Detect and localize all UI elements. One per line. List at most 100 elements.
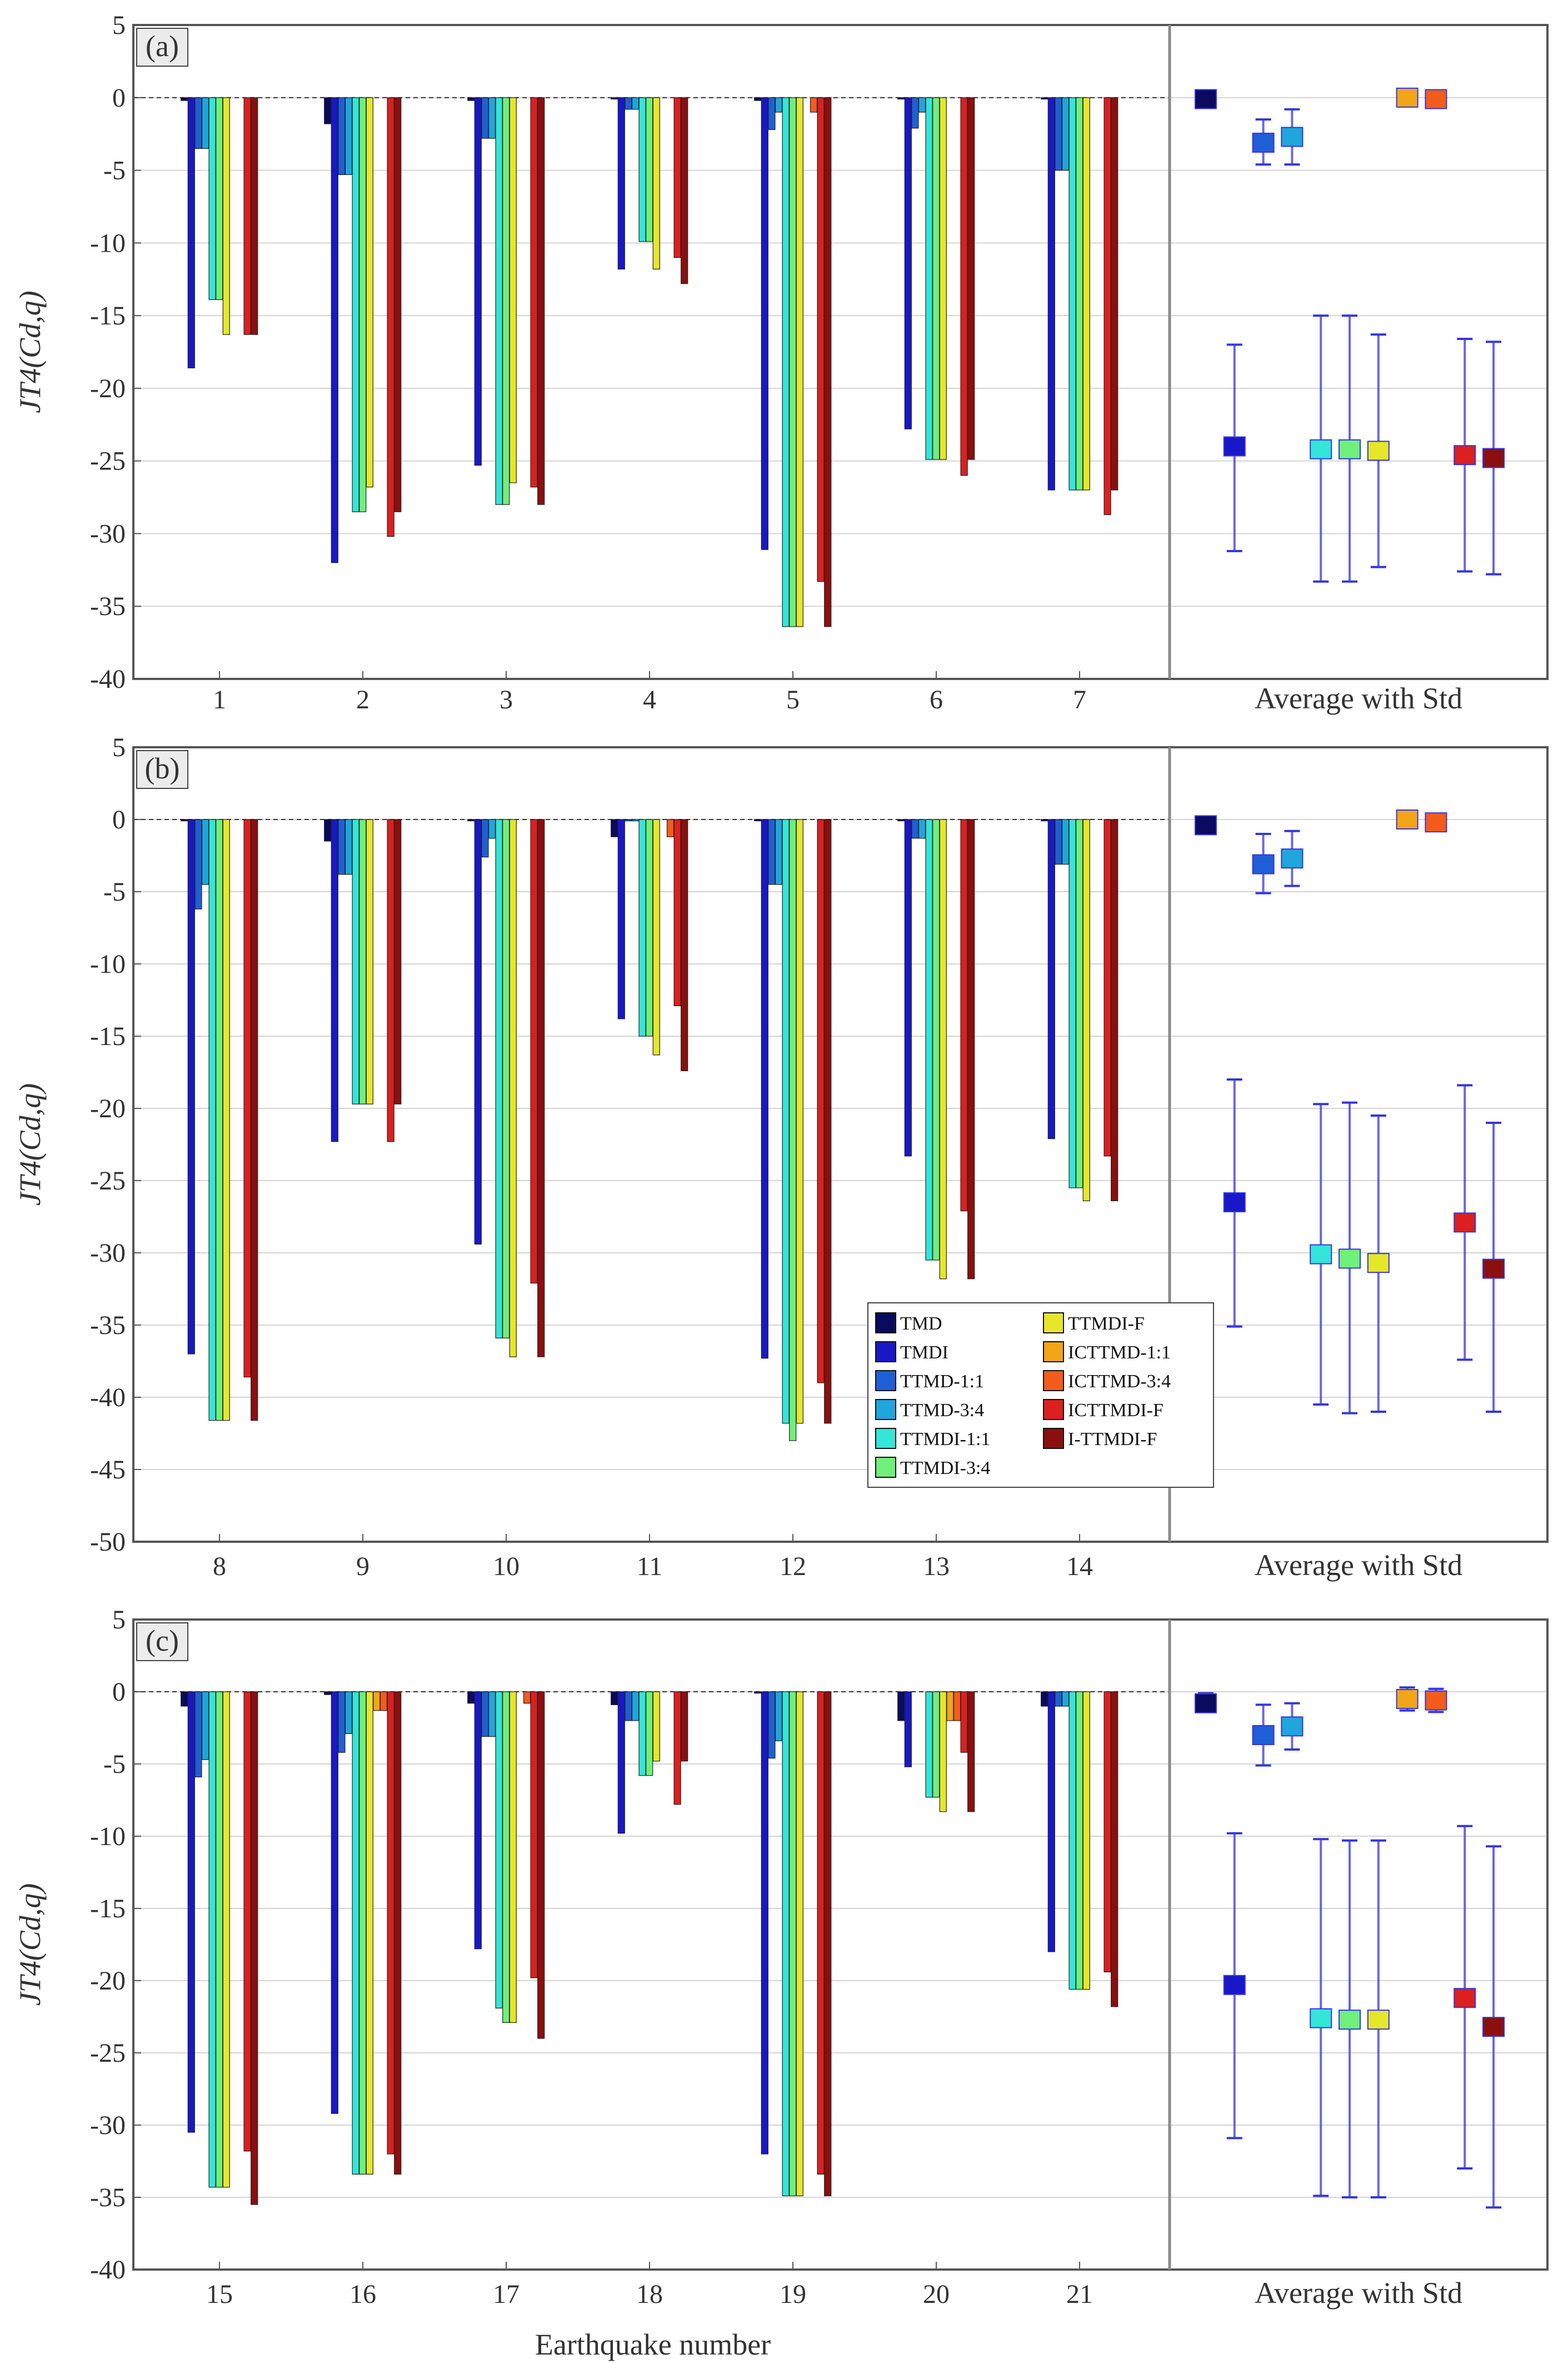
bar-ttmdi-f-eq4 (652, 97, 660, 270)
bar-tmdi-eq3 (474, 97, 482, 466)
legend-swatch-tmd (875, 1312, 896, 1333)
bar-ttmdi-3-4-eq18 (646, 1691, 653, 1776)
x-tick-label: 15 (206, 2280, 233, 2309)
bar-ttmdi-f-eq17 (509, 1691, 517, 2023)
mean-marker-icttmd-1-1 (1396, 1689, 1419, 1709)
bar-tmd-eq4 (611, 97, 618, 99)
bar-i-ttmdi-f-eq15 (251, 1691, 258, 2205)
y-tick-label: -40 (90, 2255, 126, 2285)
bar-tmdi-eq4 (617, 97, 625, 270)
bar-tmdi-eq6 (904, 97, 912, 429)
bar-ttmd-1-1-eq5 (768, 97, 776, 130)
bar-tmd-eq16 (324, 1691, 332, 1695)
bar-ttmd-3-4-eq6 (918, 97, 926, 113)
bar-tmdi-eq20 (904, 1691, 912, 1767)
x-tick-label: 17 (493, 2280, 520, 2309)
bar-ttmdi-f-eq16 (366, 1691, 373, 2175)
bar-ttmd-3-4-eq7 (1061, 97, 1070, 171)
bar-ttmd-3-4-eq17 (488, 1691, 496, 1737)
bar-icttmdi-f-eq21 (1103, 1691, 1111, 1972)
bar-tmd-eq18 (611, 1691, 618, 1705)
bar-i-ttmdi-f-eq11 (681, 819, 688, 1071)
bar-ttmdi-1-1-eq14 (1068, 819, 1076, 1188)
bar-ttmd-1-1-eq3 (481, 97, 489, 139)
mean-marker-icttmd-3-4 (1425, 1690, 1447, 1711)
bar-ttmdi-f-eq8 (222, 819, 230, 1421)
y-tick-label: -5 (103, 1750, 126, 1779)
bar-ttmd-1-1-eq14 (1055, 819, 1062, 865)
y-axis-title: JT4(Cd,q) (13, 291, 47, 413)
bar-ttmdi-3-4-eq13 (932, 819, 940, 1261)
legend-label-icttmd-3-4: ICTTMD-3:4 (1068, 1371, 1171, 1392)
bar-tmd-eq3 (467, 97, 475, 101)
bar-ttmd-1-1-eq21 (1055, 1691, 1062, 1707)
x-tick-label: 12 (780, 1552, 806, 1581)
bar-tmdi-eq7 (1047, 97, 1055, 491)
bar-icttmdi-f-eq1 (243, 97, 251, 335)
bar-tmdi-eq12 (761, 819, 768, 1359)
bar-icttmd-3-4-eq20 (953, 1691, 961, 1721)
bar-tmdi-eq13 (904, 819, 912, 1157)
mean-marker-ttmdi-3-4 (1339, 439, 1361, 459)
legend-label-ttmdi-f: TTMDI-F (1068, 1313, 1145, 1334)
bar-ttmdi-3-4-eq9 (359, 819, 367, 1104)
bar-icttmdi-f-eq17 (530, 1691, 538, 1978)
bar-i-ttmdi-f-eq19 (824, 1691, 832, 2197)
bar-tmd-eq10 (467, 819, 475, 822)
bar-i-ttmdi-f-eq9 (394, 819, 402, 1104)
bar-tmd-eq13 (897, 819, 905, 822)
bar-ttmd-1-1-eq18 (625, 1691, 632, 1721)
y-tick-label: -30 (90, 1238, 126, 1268)
bar-icttmdi-f-eq10 (530, 819, 538, 1284)
bar-icttmdi-f-eq14 (1103, 819, 1111, 1157)
bar-ttmd-3-4-eq21 (1061, 1691, 1070, 1707)
bar-icttmdi-f-eq16 (387, 1691, 395, 2155)
bar-ttmdi-f-eq5 (796, 97, 803, 627)
bar-ttmd-1-1-eq13 (911, 819, 919, 839)
bar-tmd-eq21 (1041, 1691, 1048, 1707)
bar-tmdi-eq1 (187, 97, 195, 368)
y-tick-label: 5 (112, 733, 126, 762)
x-tick-label: 13 (923, 1552, 950, 1581)
panel-1: 5 0 -5 -10 -15 -20 -25 -30 -35 -40 -45 -50 8 9 10 11 12 1… (13, 733, 1549, 1582)
mean-marker-icttmdi-f (1454, 1988, 1476, 2008)
bar-ttmd-1-1-eq17 (481, 1691, 489, 1737)
bar-ttmdi-3-4-eq6 (932, 97, 940, 460)
bar-tmd-eq19 (754, 1691, 762, 1694)
y-tick-label: -35 (90, 1311, 126, 1340)
y-axis-title: JT4(Cd,q) (13, 1883, 47, 2006)
bar-ttmd-3-4-eq16 (344, 1691, 353, 1735)
mean-marker-ttmdi-1-1 (1310, 1244, 1332, 1265)
bar-ttmd-3-4-eq2 (344, 97, 353, 176)
bar-ttmdi-1-1-eq1 (208, 97, 216, 300)
bar-tmdi-eq21 (1047, 1691, 1055, 1952)
bar-ttmd-3-4-eq15 (201, 1691, 209, 1760)
panels: 50-5-10-15-20-25-30-35-401 2 3 4 5 6 7 Average … (13, 11, 1549, 2310)
bar-tmd-eq6 (897, 97, 905, 99)
y-tick-label: -40 (90, 1383, 126, 1412)
mean-marker-ttmd-1-1 (1252, 132, 1275, 153)
bar-tmdi-eq16 (331, 1691, 338, 2114)
mean-marker-tmdi (1223, 436, 1246, 457)
mean-marker-icttmd-1-1 (1396, 809, 1419, 829)
panel-letter-box (136, 750, 188, 789)
bar-icttmd-3-4-eq11 (666, 819, 675, 837)
bar-ttmdi-f-eq12 (796, 819, 803, 1424)
bar-ttmdi-1-1-eq18 (638, 1691, 646, 1776)
bar-ttmd-3-4-eq3 (488, 97, 496, 139)
bar-i-ttmdi-f-eq6 (967, 97, 975, 460)
bar-ttmd-3-4-eq8 (201, 819, 209, 885)
legend-label-ttmdi-3-4: TTMDI-3:4 (900, 1458, 990, 1478)
x-tick-label: 14 (1066, 1552, 1093, 1581)
y-tick-label: -25 (90, 1166, 126, 1196)
bar-ttmd-1-1-eq12 (768, 819, 776, 885)
bar-tmd-eq14 (1041, 819, 1048, 822)
bar-ttmdi-f-eq3 (509, 97, 517, 483)
x-axis-title: Earthquake number (535, 2328, 771, 2361)
bar-tmd-eq17 (467, 1691, 475, 1704)
mean-marker-ttmd-3-4 (1281, 127, 1304, 147)
mean-marker-icttmd-3-4 (1425, 89, 1447, 109)
bar-ttmd-3-4-eq9 (344, 819, 353, 875)
legend-swatch-icttmdi-f (1043, 1399, 1064, 1420)
bar-icttmd-1-1-eq20 (946, 1691, 954, 1721)
